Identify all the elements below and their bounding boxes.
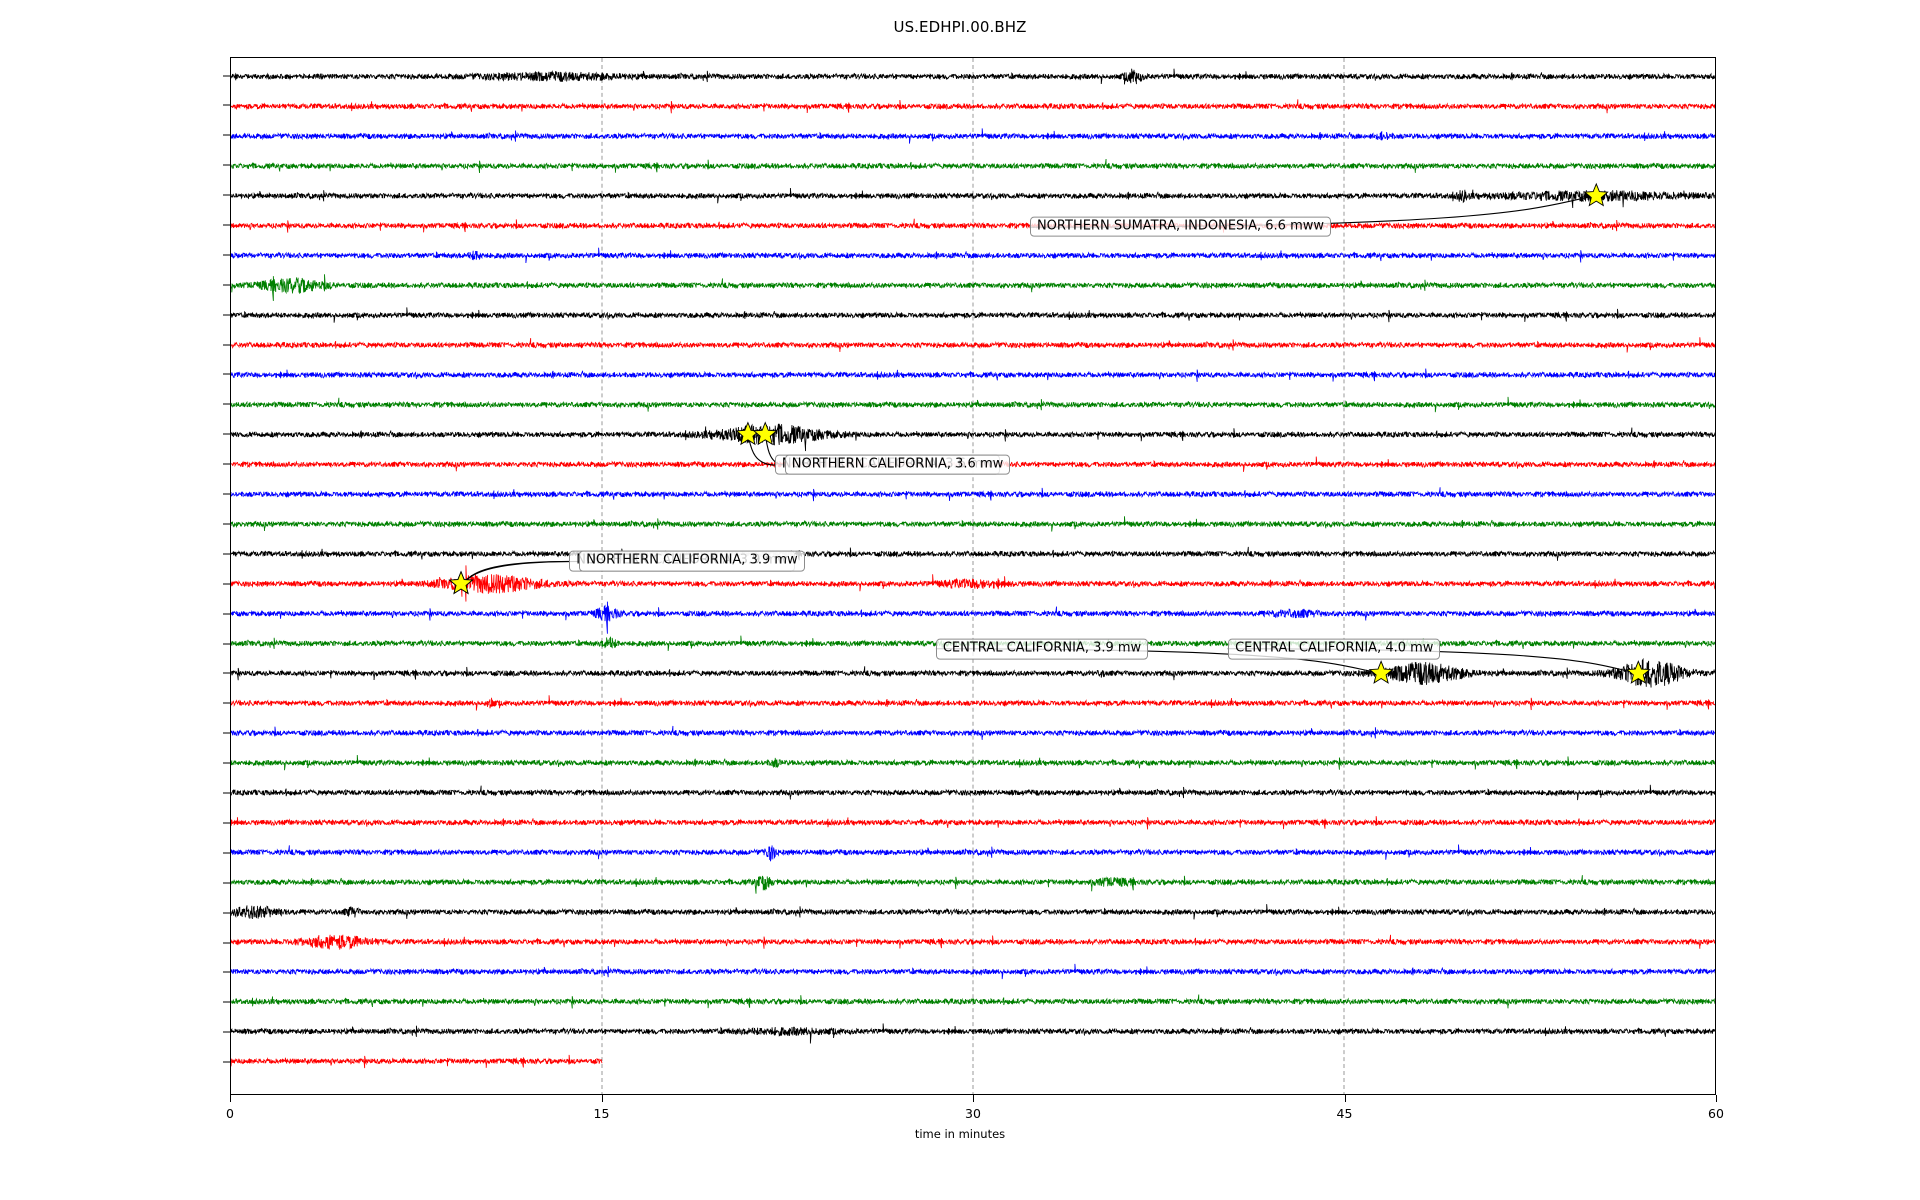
waveform-trace	[231, 1023, 1715, 1044]
waveform-trace	[231, 247, 1715, 264]
y-axis-tick-mark	[223, 523, 230, 525]
x-axis-tick-mark	[1344, 1095, 1346, 1102]
y-axis-tick-mark	[223, 134, 230, 136]
plot-area	[230, 57, 1716, 1095]
y-axis-tick-mark	[223, 852, 230, 854]
x-axis-tick-mark	[973, 1095, 974, 1102]
x-axis-tick-label: 45	[1336, 1106, 1353, 1121]
waveform-trace	[231, 128, 1715, 144]
waveform-trace	[231, 1054, 603, 1069]
waveform-trace	[231, 816, 1715, 830]
y-axis-tick-mark	[223, 613, 230, 615]
waveform-trace	[231, 875, 1715, 894]
y-axis-tick-mark	[223, 433, 230, 435]
y-axis-tick-mark	[223, 194, 230, 196]
event-label[interactable]: NORTHERN CALIFORNIA, 3.9 mw	[579, 551, 805, 572]
y-axis-tick-mark	[223, 403, 230, 405]
y-axis-tick-mark	[223, 553, 230, 555]
waveform-trace	[231, 188, 1715, 209]
y-axis-tick-mark	[223, 792, 230, 794]
y-axis-tick-mark	[223, 822, 230, 824]
waveform-traces	[231, 58, 1715, 1094]
waveform-trace	[231, 565, 1715, 602]
y-axis-tick-mark	[223, 493, 230, 495]
waveform-trace	[231, 487, 1715, 502]
annotation-leader-line	[460, 560, 580, 585]
x-axis-tick-label: 0	[226, 1106, 234, 1121]
waveform-trace	[231, 218, 1715, 233]
waveform-trace	[231, 516, 1715, 532]
event-star-marker[interactable]	[735, 421, 761, 446]
y-axis-tick-mark	[223, 463, 230, 465]
page-title: US.EDHPI.00.BHZ	[893, 18, 1027, 36]
event-label[interactable]: CENTRAL CALIFORNIA, 4.0 mw	[1228, 638, 1441, 660]
waveform-trace	[231, 396, 1715, 413]
x-axis-tick-mark	[601, 1095, 603, 1102]
event-star-marker[interactable]	[448, 570, 474, 595]
y-axis-tick-mark	[223, 314, 230, 316]
waveform-trace	[231, 934, 1715, 950]
waveform-trace	[231, 158, 1715, 174]
y-axis-tick-mark	[223, 672, 230, 674]
waveform-trace	[231, 904, 1715, 920]
event-annotation-overlay	[448, 182, 1651, 684]
waveform-trace	[231, 844, 1715, 862]
waveform-trace	[231, 754, 1715, 771]
y-axis-tick-mark	[223, 104, 230, 106]
y-axis-tick-mark	[223, 942, 230, 944]
event-star-marker[interactable]	[752, 421, 778, 446]
waveform-trace	[231, 337, 1715, 353]
waveform-trace	[231, 368, 1715, 382]
y-axis-tick-mark	[223, 732, 230, 734]
x-axis-tick-mark	[230, 1095, 231, 1102]
waveform-trace	[231, 994, 1715, 1009]
waveform-trace	[231, 963, 1715, 980]
y-axis-tick-mark	[223, 1031, 230, 1033]
y-axis-tick-mark	[223, 75, 230, 77]
waveform-trace	[231, 546, 1715, 561]
waveform-trace	[231, 657, 1715, 688]
event-star-marker[interactable]	[1368, 660, 1394, 684]
waveform-trace	[231, 695, 1715, 711]
y-axis-tick-mark	[223, 971, 230, 973]
waveform-trace	[231, 274, 1715, 301]
event-star-marker[interactable]	[1625, 660, 1651, 684]
waveform-trace	[231, 99, 1715, 114]
y-axis-tick-mark	[223, 254, 230, 256]
x-axis-tick-label: 30	[965, 1106, 981, 1121]
y-axis-tick-mark	[223, 702, 230, 704]
y-axis-tick-mark	[223, 643, 230, 645]
y-axis-tick-mark	[223, 1061, 230, 1063]
event-label[interactable]: CENTRAL CALIFORNIA, 3.9 mw	[935, 638, 1149, 660]
y-axis-tick-mark	[223, 583, 230, 585]
waveform-trace	[231, 423, 1715, 452]
y-axis-tick-mark	[223, 224, 230, 226]
waveform-trace	[231, 601, 1715, 634]
y-axis-tick-mark	[223, 284, 230, 286]
y-axis-tick-mark	[223, 373, 230, 375]
event-star-marker[interactable]	[1583, 182, 1609, 207]
y-axis-tick-mark	[223, 164, 230, 166]
waveform-trace	[231, 68, 1715, 85]
x-axis-tick-label: 60	[1708, 1106, 1724, 1121]
x-axis-tick-mark	[1716, 1095, 1717, 1102]
y-axis-tick-mark	[223, 912, 230, 914]
y-axis-tick-mark	[223, 882, 230, 884]
waveform-trace	[231, 784, 1715, 801]
x-axis-tick-label: 15	[593, 1106, 610, 1121]
event-label[interactable]: NORTHERN SUMATRA, INDONESIA, 6.6 mww	[1029, 216, 1332, 237]
y-axis-tick-mark	[223, 762, 230, 764]
y-axis-tick-mark	[223, 344, 230, 346]
waveform-trace	[231, 725, 1715, 740]
x-axis-title: time in minutes	[914, 1127, 1006, 1141]
waveform-trace	[231, 307, 1715, 323]
event-label[interactable]: NORTHERN CALIFORNIA, 3.6 mw	[784, 454, 1011, 476]
y-axis-tick-mark	[223, 1001, 230, 1003]
